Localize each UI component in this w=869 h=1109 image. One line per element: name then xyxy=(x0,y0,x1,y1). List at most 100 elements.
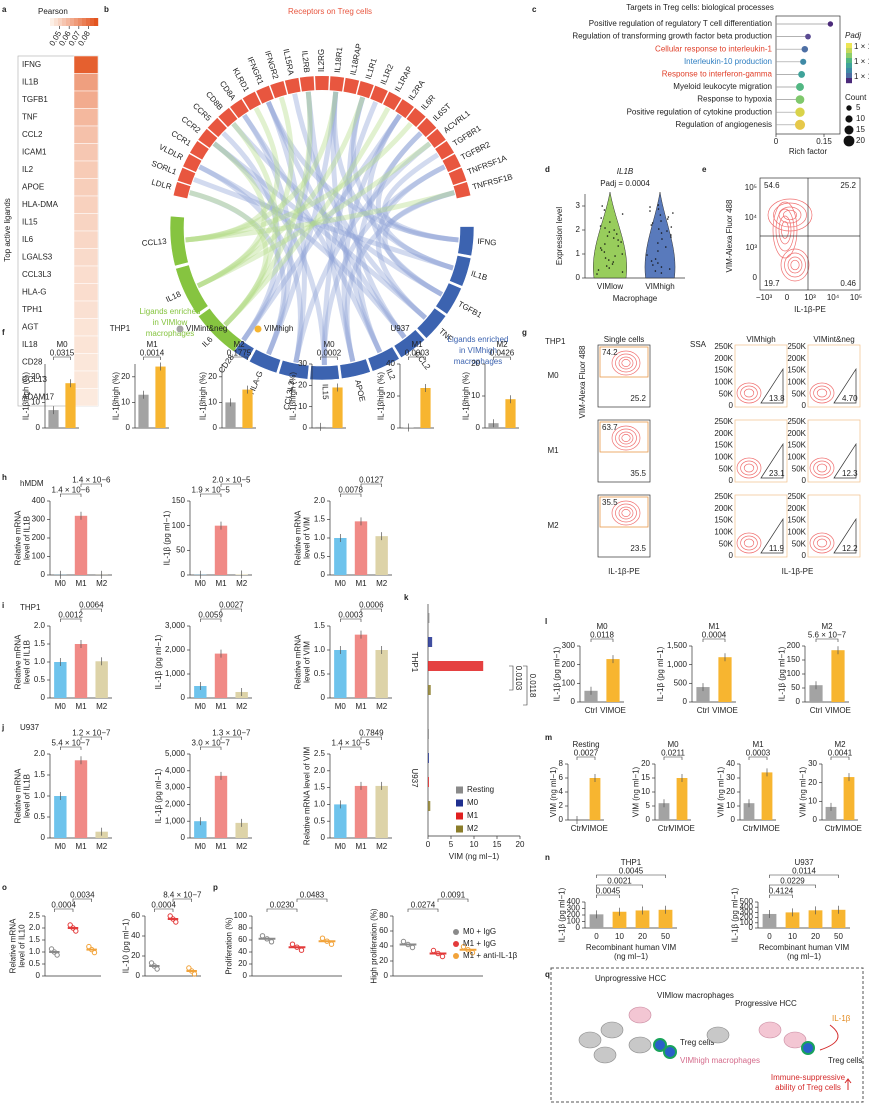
cell-dot xyxy=(660,232,663,234)
panel-label: h xyxy=(2,473,7,482)
y-tick-label: 1.5 xyxy=(314,515,326,524)
receptor-arc xyxy=(242,91,261,111)
p-value: 0.0045 xyxy=(596,887,621,896)
bar xyxy=(138,394,149,428)
x-tick-label: VIMOE xyxy=(754,824,780,833)
significance-bracket xyxy=(769,894,793,898)
x-tick-label: M2 xyxy=(376,579,388,588)
significance-bracket xyxy=(200,618,222,622)
y-tick-label: 0.5 xyxy=(314,552,326,561)
significance-bracket xyxy=(702,638,726,642)
chord xyxy=(242,113,293,356)
p-value: 0.0274 xyxy=(411,901,436,910)
x-axis-label: Recombinant human VIM xyxy=(759,943,850,952)
contour xyxy=(813,460,831,476)
bar xyxy=(428,661,484,671)
legend-label: 10 xyxy=(856,114,865,123)
y-tick-label: 300 xyxy=(567,904,581,913)
x-tick-label: 50 xyxy=(661,932,670,941)
contour xyxy=(775,208,795,252)
significance-bracket xyxy=(360,736,382,740)
legend-marker xyxy=(453,953,459,959)
chord xyxy=(366,113,444,297)
y-tick-label: 0 xyxy=(813,815,818,824)
y-tick-label: 0.5 xyxy=(34,675,46,684)
x-tick-label: M0 xyxy=(335,842,347,851)
legend-dot xyxy=(844,125,854,135)
heatmap-cell xyxy=(73,248,99,267)
y-tick-label: 20 xyxy=(808,778,817,787)
bar xyxy=(658,909,673,928)
y-tick-label: 100 xyxy=(562,678,576,687)
x-axis-label: IL-1β-PE xyxy=(782,567,814,576)
significance-bracket xyxy=(815,638,839,642)
heatmap-cell xyxy=(73,73,99,92)
gate xyxy=(833,442,857,479)
chord xyxy=(196,141,267,289)
y-tick-label: 50 xyxy=(791,683,800,692)
y-tick-label: 100K xyxy=(787,378,806,387)
quadrant-value: 25.2 xyxy=(840,181,856,190)
contour xyxy=(736,382,762,404)
chord xyxy=(223,91,313,327)
point xyxy=(405,941,411,948)
point xyxy=(294,944,300,950)
cell-dot xyxy=(599,247,602,249)
x-tick-label: 0 xyxy=(774,137,779,146)
p-value: 0.0003 xyxy=(746,749,771,758)
y-tick-label: 0.5 xyxy=(29,959,41,968)
chord xyxy=(223,122,279,327)
colorbar-step xyxy=(66,18,71,26)
gate-value: 12.2 xyxy=(842,544,858,553)
plot-frame xyxy=(807,494,861,558)
term-label: Interleukin-10 production xyxy=(684,57,772,66)
chord xyxy=(221,131,281,342)
vim-macrophage xyxy=(628,1006,652,1024)
significance-bracket xyxy=(220,736,242,740)
row-label: M0 xyxy=(547,371,559,380)
bar xyxy=(354,521,368,575)
bar xyxy=(155,366,166,428)
p-value: 0.0012 xyxy=(58,611,83,620)
y-tick-label: 1.0 xyxy=(314,645,326,654)
y-tick-label: 200 xyxy=(32,533,46,542)
y-tick-label: 250K xyxy=(714,342,733,351)
cell-dot xyxy=(621,253,624,255)
y-axis-label: IL-1β (pg ml−1) xyxy=(731,887,740,942)
heatmap-cell xyxy=(73,230,99,249)
y-tick-label: 250K xyxy=(787,492,806,501)
ligand-label: IL18 xyxy=(22,340,38,349)
significance-bracket xyxy=(80,483,102,487)
cell-dot xyxy=(605,265,608,267)
bar xyxy=(428,753,429,763)
chart-title: U937 xyxy=(794,858,814,867)
x-tick-label: VIMOE xyxy=(669,824,695,833)
point xyxy=(186,965,192,971)
plot-frame xyxy=(807,344,861,408)
y-axis-label: VIM (ng ml−1) xyxy=(632,766,641,817)
colorbar-step xyxy=(846,58,852,64)
y-tick-label: 2,000 xyxy=(165,645,186,654)
cell-dot xyxy=(668,268,671,270)
y-axis-label: Proliferation (%) xyxy=(225,917,234,975)
y-tick-label: 0 xyxy=(571,697,576,706)
y-tick-label: 150K xyxy=(714,366,733,375)
y-tick-label: 20 xyxy=(386,391,395,400)
y-tick-label: 2.0 xyxy=(34,621,46,630)
contour xyxy=(743,463,755,473)
legend-marker xyxy=(456,799,463,807)
contour xyxy=(618,431,634,445)
p-value: 0.0118 xyxy=(528,674,537,698)
enrichment-dot xyxy=(794,119,806,130)
x-tick-label: M0 xyxy=(195,579,207,588)
x-tick-label: VIMOE xyxy=(825,706,851,715)
y-tick-label: 10 xyxy=(31,398,40,407)
colorbar-step xyxy=(62,18,67,26)
significance-bracket xyxy=(360,608,382,612)
cell-dot xyxy=(615,233,618,235)
bar xyxy=(332,387,343,428)
bar xyxy=(428,613,430,623)
chord xyxy=(375,164,446,320)
term-label: Regulation of transforming growth factor… xyxy=(572,32,772,41)
gate xyxy=(599,496,649,528)
